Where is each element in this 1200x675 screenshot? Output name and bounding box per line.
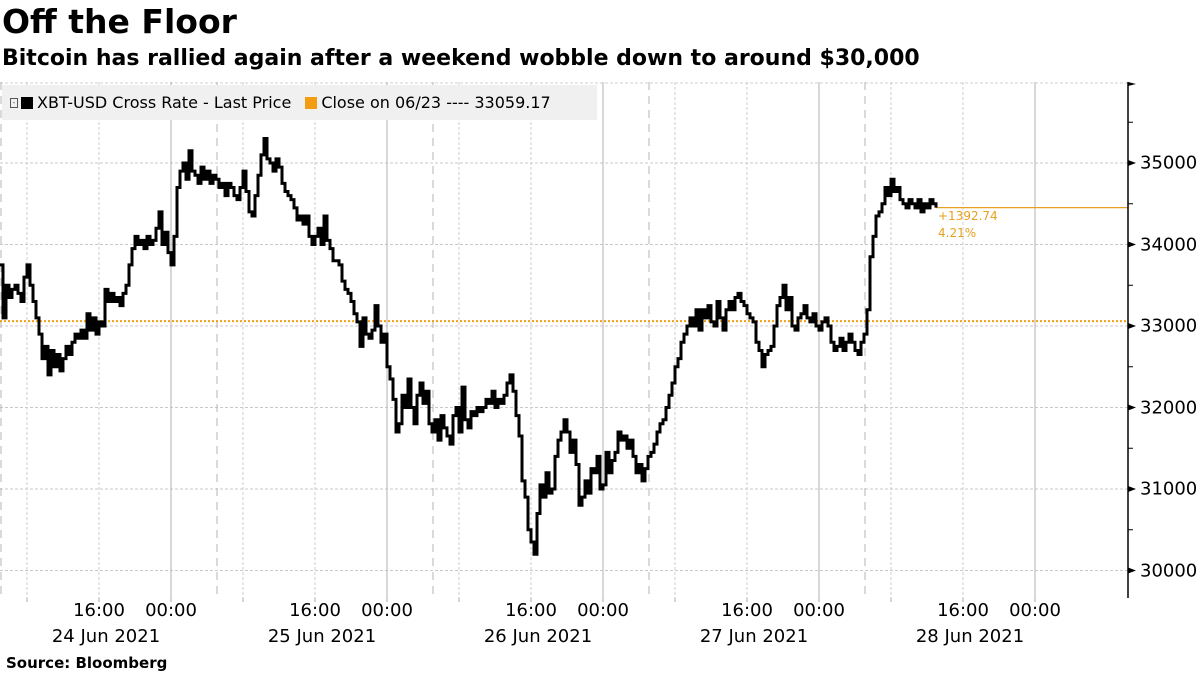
legend-swatch-black: [21, 96, 33, 109]
legend-swatch-orange: [305, 96, 318, 109]
horizontal-gridlines: [0, 82, 1128, 571]
legend-label-price: XBT-USD Cross Rate - Last Price: [37, 93, 292, 112]
change-annotation: +1392.74: [938, 209, 998, 223]
y-tick-label: 31000: [1140, 478, 1198, 500]
source-note: Source: Bloomberg: [6, 654, 168, 672]
legend-item-close[interactable]: Close on 06/23 ---- 33059.17: [305, 93, 551, 112]
x-tick-label: 00:00: [361, 600, 413, 621]
percent-annotation: 4.21%: [938, 226, 977, 240]
y-tick-label: 30000: [1140, 560, 1198, 582]
price-series-line: [0, 137, 938, 556]
x-tick-label: 00:00: [1009, 600, 1061, 621]
x-tick-label: 00:00: [577, 600, 629, 621]
x-day-label: 25 Jun 2021: [267, 626, 377, 647]
x-tick-label: 16:00: [721, 600, 773, 621]
y-tick-label: 33000: [1140, 315, 1198, 337]
y-axis-top-arrow: [1128, 82, 1136, 86]
collapse-toggle-icon[interactable]: -: [10, 97, 18, 108]
x-tick-label: 16:00: [73, 600, 125, 621]
x-tick-label: 16:00: [937, 600, 989, 621]
x-day-label: 26 Jun 2021: [483, 626, 593, 647]
x-day-label: 24 Jun 2021: [51, 626, 161, 647]
x-tick-label: 00:00: [793, 600, 845, 621]
x-day-label: 27 Jun 2021: [699, 626, 809, 647]
y-axis-ticks: [1128, 121, 1136, 574]
legend-item-price[interactable]: XBT-USD Cross Rate - Last Price: [21, 93, 291, 112]
legend-label-close: Close on 06/23 ---- 33059.17: [321, 93, 551, 112]
chart-title: Off the Floor: [2, 2, 237, 41]
y-tick-label: 34000: [1140, 234, 1198, 256]
x-tick-label: 16:00: [505, 600, 557, 621]
x-day-label: 28 Jun 2021: [915, 626, 1025, 647]
vertical-gridlines: [0, 82, 1036, 602]
y-tick-label: 32000: [1140, 397, 1198, 419]
x-tick-label: 00:00: [145, 600, 197, 621]
legend: - XBT-USD Cross Rate - Last Price Close …: [2, 85, 597, 120]
y-tick-label: 35000: [1140, 152, 1198, 174]
x-tick-label: 16:00: [289, 600, 341, 621]
chart-subtitle: Bitcoin has rallied again after a weeken…: [2, 46, 920, 71]
